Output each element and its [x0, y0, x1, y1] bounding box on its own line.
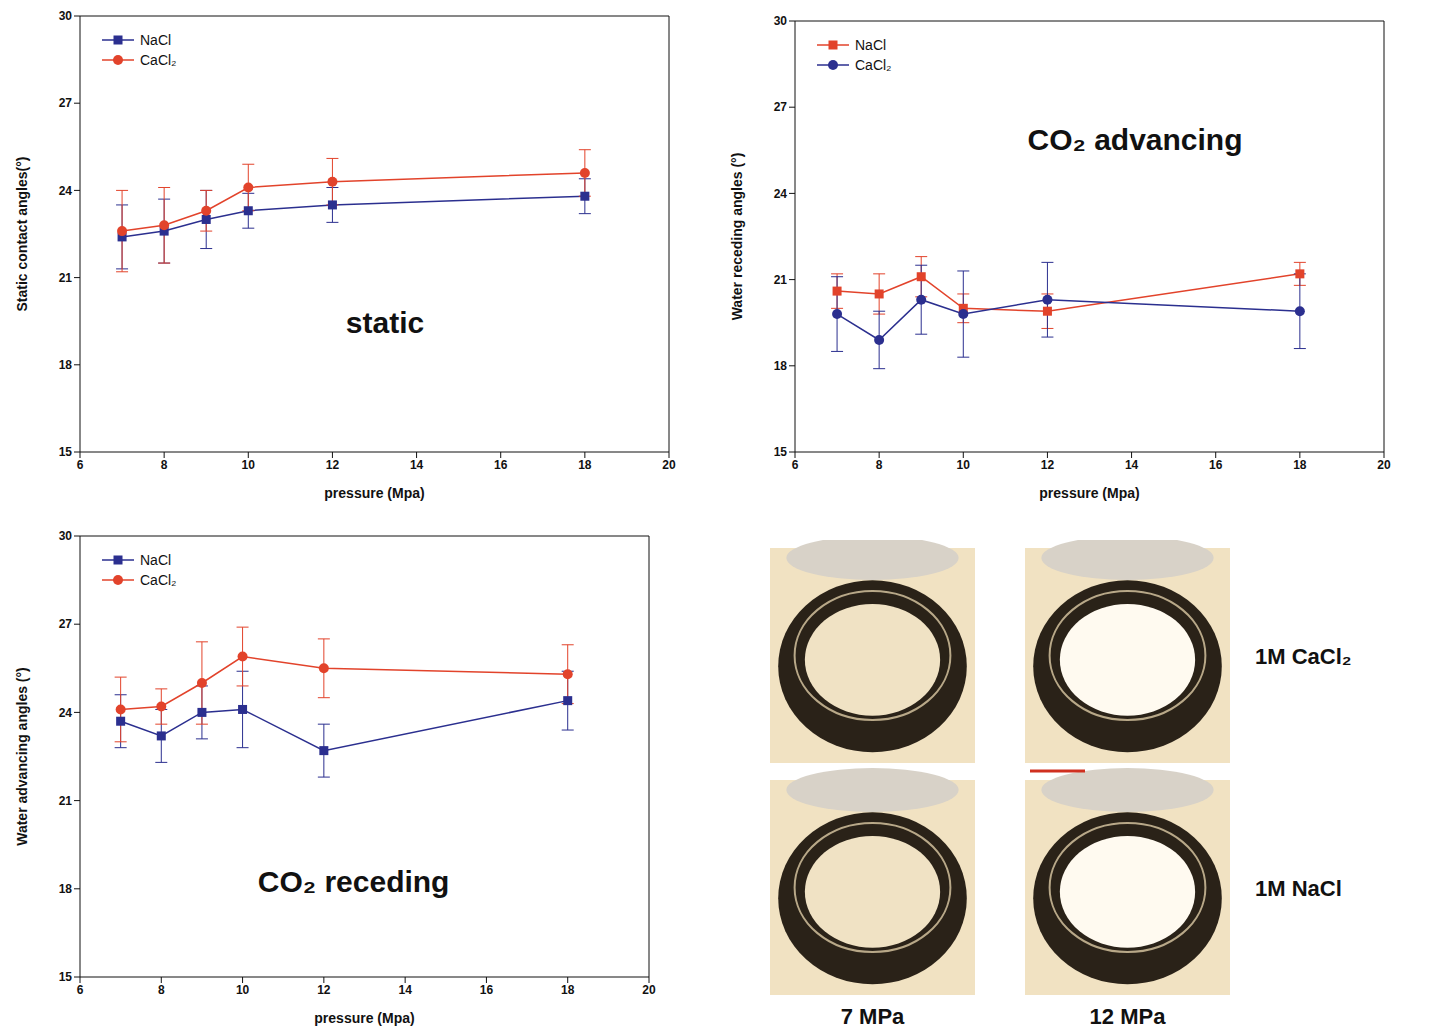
html-text:CO₂ advancing: CO₂ advancing: [1027, 123, 1243, 156]
svg-text:12: 12: [326, 458, 340, 472]
html-text:CaCl₂: CaCl₂: [855, 57, 892, 73]
svg-text:8: 8: [158, 983, 165, 997]
svg-text:1M CaCl₂: 1M CaCl₂: [1255, 644, 1352, 669]
svg-text:16: 16: [1209, 458, 1223, 472]
svg-text:18: 18: [578, 458, 592, 472]
svg-text:7 MPa: 7 MPa: [841, 1004, 905, 1029]
svg-text:12: 12: [317, 983, 331, 997]
svg-text:14: 14: [398, 983, 412, 997]
html-text:CaCl₂: CaCl₂: [140, 572, 177, 588]
html-text:NaCl: NaCl: [855, 37, 887, 53]
html-text:CaCl₂: CaCl₂: [140, 52, 177, 68]
svg-text:16: 16: [494, 458, 508, 472]
svg-text:6: 6: [792, 458, 799, 472]
svg-text:24: 24: [59, 184, 73, 198]
svg-text:14: 14: [1125, 458, 1139, 472]
svg-text:18: 18: [774, 359, 788, 373]
svg-text:30: 30: [59, 529, 73, 543]
svg-text:10: 10: [242, 458, 256, 472]
svg-text:8: 8: [876, 458, 883, 472]
svg-text:18: 18: [59, 882, 73, 896]
svg-text:pressure (Mpa): pressure (Mpa): [314, 1010, 414, 1026]
svg-text:6: 6: [77, 458, 84, 472]
svg-text:21: 21: [774, 273, 788, 287]
svg-text:20: 20: [662, 458, 676, 472]
svg-text:30: 30: [59, 9, 73, 23]
svg-text:12 MPa: 12 MPa: [1090, 1004, 1167, 1029]
html-text:NaCl: NaCl: [140, 552, 172, 568]
svg-text:21: 21: [59, 271, 73, 285]
svg-text:1M NaCl: 1M NaCl: [1255, 876, 1342, 901]
svg-text:Static contact angles(°): Static contact angles(°): [14, 157, 30, 312]
svg-text:15: 15: [774, 445, 788, 459]
svg-text:27: 27: [59, 617, 73, 631]
svg-text:10: 10: [236, 983, 250, 997]
svg-text:15: 15: [59, 445, 73, 459]
html-text:static: static: [345, 306, 425, 340]
html-text:NaCl: NaCl: [140, 32, 172, 48]
svg-text:pressure (Mpa): pressure (Mpa): [324, 485, 424, 501]
svg-text:20: 20: [642, 983, 656, 997]
svg-text:Water advancing angles (°): Water advancing angles (°): [14, 667, 30, 846]
svg-text:12: 12: [1041, 458, 1055, 472]
svg-text:18: 18: [1293, 458, 1307, 472]
svg-text:15: 15: [59, 970, 73, 984]
svg-text:27: 27: [59, 96, 73, 110]
svg-text:30: 30: [774, 14, 788, 28]
html-text:CO₂ receding: CO₂ receding: [257, 865, 450, 899]
svg-text:18: 18: [59, 358, 73, 372]
svg-text:8: 8: [161, 458, 168, 472]
svg-text:Water receding angles (°): Water receding angles (°): [729, 153, 745, 321]
svg-text:27: 27: [774, 100, 788, 114]
svg-text:20: 20: [1377, 458, 1391, 472]
svg-text:24: 24: [59, 706, 73, 720]
svg-text:21: 21: [59, 794, 73, 808]
svg-text:14: 14: [410, 458, 424, 472]
svg-text:10: 10: [957, 458, 971, 472]
svg-text:24: 24: [774, 187, 788, 201]
svg-text:pressure (Mpa): pressure (Mpa): [1039, 485, 1139, 501]
svg-text:16: 16: [480, 983, 494, 997]
svg-text:18: 18: [561, 983, 575, 997]
svg-text:6: 6: [77, 983, 84, 997]
